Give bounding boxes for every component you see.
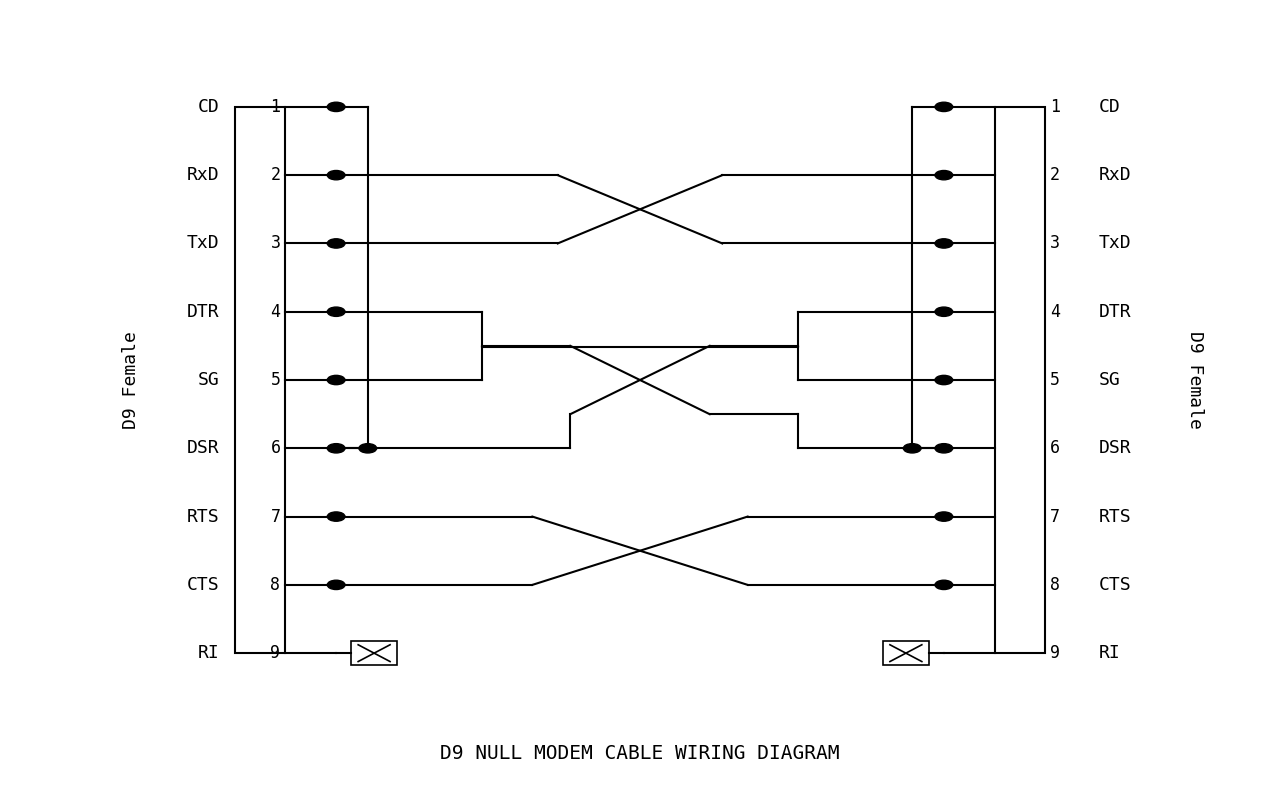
Circle shape bbox=[328, 307, 346, 316]
Text: 2: 2 bbox=[1050, 166, 1060, 184]
Circle shape bbox=[328, 580, 346, 590]
Text: 6: 6 bbox=[1050, 439, 1060, 458]
Text: CD: CD bbox=[1098, 98, 1120, 116]
Text: TxD: TxD bbox=[1098, 234, 1132, 253]
Text: CD: CD bbox=[198, 98, 220, 116]
Text: TxD: TxD bbox=[187, 234, 220, 253]
Text: CTS: CTS bbox=[187, 576, 220, 594]
Bar bbox=[234, 107, 285, 653]
Text: 2: 2 bbox=[270, 166, 280, 184]
Text: 1: 1 bbox=[1050, 98, 1060, 116]
Circle shape bbox=[358, 444, 376, 453]
Text: 8: 8 bbox=[270, 576, 280, 594]
Circle shape bbox=[328, 444, 346, 453]
Text: 6: 6 bbox=[270, 439, 280, 458]
Text: 9: 9 bbox=[1050, 644, 1060, 662]
Text: DSR: DSR bbox=[1098, 439, 1132, 458]
Text: RTS: RTS bbox=[1098, 507, 1132, 526]
Text: RI: RI bbox=[198, 644, 220, 662]
Text: CTS: CTS bbox=[1098, 576, 1132, 594]
Text: SG: SG bbox=[198, 371, 220, 389]
Text: DSR: DSR bbox=[187, 439, 220, 458]
Text: 4: 4 bbox=[1050, 302, 1060, 321]
Circle shape bbox=[934, 170, 952, 180]
Text: D9 Female: D9 Female bbox=[122, 331, 140, 429]
Text: RTS: RTS bbox=[187, 507, 220, 526]
Text: DTR: DTR bbox=[1098, 302, 1132, 321]
Circle shape bbox=[328, 170, 346, 180]
Text: RxD: RxD bbox=[187, 166, 220, 184]
Text: 4: 4 bbox=[270, 302, 280, 321]
Text: DTR: DTR bbox=[187, 302, 220, 321]
Circle shape bbox=[904, 444, 922, 453]
Bar bbox=[995, 107, 1046, 653]
Text: 7: 7 bbox=[270, 507, 280, 526]
Text: 7: 7 bbox=[1050, 507, 1060, 526]
Circle shape bbox=[934, 102, 952, 111]
Circle shape bbox=[934, 307, 952, 316]
Text: 5: 5 bbox=[1050, 371, 1060, 389]
Circle shape bbox=[328, 238, 346, 248]
Bar bbox=[351, 641, 397, 665]
Text: 5: 5 bbox=[270, 371, 280, 389]
Text: D9 Female: D9 Female bbox=[1185, 331, 1203, 429]
Bar bbox=[883, 641, 929, 665]
Text: 8: 8 bbox=[1050, 576, 1060, 594]
Text: 3: 3 bbox=[1050, 234, 1060, 253]
Text: RxD: RxD bbox=[1098, 166, 1132, 184]
Text: SG: SG bbox=[1098, 371, 1120, 389]
Text: 3: 3 bbox=[270, 234, 280, 253]
Text: D9 NULL MODEM CABLE WIRING DIAGRAM: D9 NULL MODEM CABLE WIRING DIAGRAM bbox=[440, 743, 840, 762]
Circle shape bbox=[328, 375, 346, 385]
Text: 1: 1 bbox=[270, 98, 280, 116]
Text: 9: 9 bbox=[270, 644, 280, 662]
Circle shape bbox=[934, 238, 952, 248]
Circle shape bbox=[328, 512, 346, 522]
Text: RI: RI bbox=[1098, 644, 1120, 662]
Circle shape bbox=[934, 444, 952, 453]
Circle shape bbox=[328, 102, 346, 111]
Circle shape bbox=[934, 580, 952, 590]
Circle shape bbox=[934, 512, 952, 522]
Circle shape bbox=[934, 375, 952, 385]
